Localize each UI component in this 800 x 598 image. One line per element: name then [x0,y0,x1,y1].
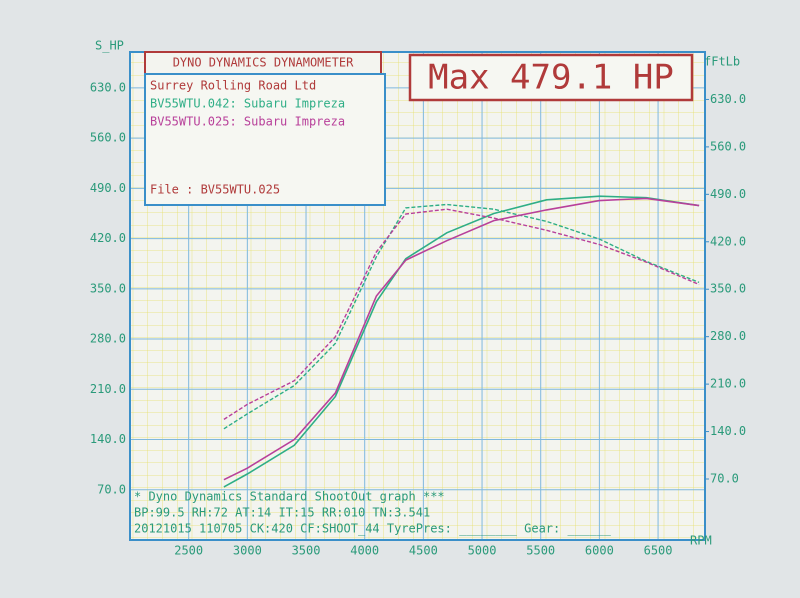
torque-line [223,203,700,430]
y-tick-label: 420.0 [90,231,126,245]
x-tick-label: 6500 [644,544,673,558]
y2-tick-label: 210.0 [710,377,746,391]
x-tick-label: 6000 [585,544,614,558]
y2-tick-label: 630.0 [710,92,746,106]
torque-line [223,208,700,420]
lines [223,195,700,488]
company: Surrey Rolling Road Ltd [150,79,316,93]
plot-border [129,51,706,541]
y-tick-label: 70.0 [97,482,126,496]
x-tick-label: 3000 [233,544,262,558]
y2-tick-label: 560.0 [710,139,746,153]
y2-tick-label: 350.0 [710,282,746,296]
y-tick-label: 560.0 [90,131,126,145]
legend-entry: BV55WTU.025: Subaru Impreza [150,115,345,129]
max-label: Max 479.1 HP [428,58,674,98]
y-tick-label: 210.0 [90,382,126,396]
footer-line: * Dyno Dynamics Standard ShootOut graph … [134,490,445,504]
y-tick-label: 630.0 [90,80,126,94]
y2-tick-label: 490.0 [710,187,746,201]
x-tick-label: 2500 [174,544,203,558]
x-axis-label: RPM [690,534,712,548]
y-tick-label: 140.0 [90,432,126,446]
header: DYNO DYNAMICS DYNAMOMETER [173,56,354,70]
legend-entry: BV55WTU.042: Subaru Impreza [150,97,345,111]
x-tick-label: 5000 [468,544,497,558]
y2-tick-label: 420.0 [710,234,746,248]
y2-tick-label: 280.0 [710,329,746,343]
max-box [408,53,694,102]
y-tick-label: 490.0 [90,181,126,195]
x-tick-label: 3500 [292,544,321,558]
file-label: File : BV55WTU.025 [150,183,280,197]
power-line [223,195,700,488]
y-axis-label: S_HP [95,39,124,53]
y2-tick-label: 70.0 [710,472,739,486]
info-box [144,73,386,206]
power-line [223,197,700,481]
footer-line: 20121015 110705 CK:420 CF:SHOOT_44 TyreP… [134,522,612,536]
y2-tick-label: 140.0 [710,424,746,438]
y-tick-label: 280.0 [90,332,126,346]
footer-line: BP:99.5 RH:72 AT:14 IT:15 RR:010 TN:3.54… [134,506,430,520]
x-tick-label: 4000 [350,544,379,558]
y2-axis-label: fFtLb [704,55,740,69]
y-tick-label: 350.0 [90,281,126,295]
x-tick-label: 5500 [526,544,555,558]
x-tick-label: 4500 [409,544,438,558]
